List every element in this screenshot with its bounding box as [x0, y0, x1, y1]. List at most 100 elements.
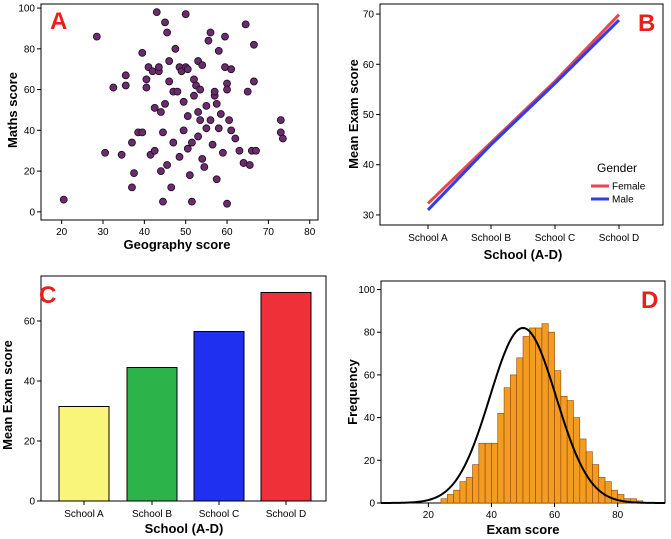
- y-tick-label: 40: [363, 160, 375, 171]
- y-tick-label: 100: [358, 285, 375, 296]
- y-tick-label: 20: [364, 456, 376, 467]
- histogram-bar: [566, 400, 574, 504]
- scatter-point: [245, 161, 254, 169]
- scatter-point: [163, 161, 171, 169]
- panel-d-histogram: 0 20 40 60 80 100 20 40 60 80 D Exam score Frequ…: [345, 280, 666, 537]
- scatter-point: [190, 91, 198, 100]
- scatter-point: [223, 199, 231, 208]
- histogram-bar: [516, 357, 524, 504]
- scatter-point: [241, 20, 250, 29]
- panel-a-plot-area: [40, 3, 319, 221]
- scatter-point: [200, 163, 209, 171]
- x-tick-label: School C: [199, 509, 240, 520]
- scatter-point: [227, 65, 236, 74]
- panel-c-y-ticks: 0 20 40 60: [24, 317, 41, 508]
- scatter-point: [221, 32, 229, 41]
- panel-c-bar-chart: 0 20 40 60 School A School B School C School D…: [0, 275, 327, 536]
- scatter-point: [121, 71, 130, 80]
- scatter-point: [188, 197, 196, 206]
- scatter-point: [156, 167, 165, 175]
- x-tick-label: 50: [180, 227, 192, 238]
- scatter-point: [159, 128, 167, 137]
- series-line-male: [426, 19, 621, 211]
- histogram-bar: [510, 374, 517, 504]
- scatter-point: [109, 83, 118, 92]
- panel-a-x-label: Geography score: [124, 237, 231, 252]
- scatter-point: [138, 128, 147, 137]
- scatter-point: [210, 87, 219, 96]
- scatter-point: [235, 146, 244, 155]
- scatter-point: [167, 183, 176, 192]
- scatter-point: [179, 126, 188, 135]
- x-tick-label: 60: [549, 510, 561, 521]
- y-tick-label: 80: [364, 328, 376, 339]
- scatter-point: [212, 99, 221, 108]
- panel-a-letter: A: [50, 8, 67, 35]
- x-tick-label: 40: [486, 510, 498, 521]
- panel-b-letter: B: [638, 10, 655, 37]
- scatter-point: [161, 99, 169, 108]
- histogram-bar: [440, 498, 448, 504]
- scatter-point: [231, 134, 240, 143]
- scatter-point: [183, 65, 192, 74]
- y-tick-label: 0: [29, 497, 35, 508]
- scatter-point: [183, 112, 192, 120]
- scatter-point: [194, 108, 203, 116]
- x-tick-label: 80: [304, 227, 316, 238]
- bar-school-d: [260, 292, 312, 502]
- scatter-point: [185, 171, 194, 180]
- scatter-point: [142, 75, 151, 84]
- histogram-bar: [547, 331, 555, 504]
- panel-c-y-label: Mean Exam score: [0, 340, 15, 450]
- scatter-point: [188, 138, 196, 147]
- y-tick-label: 20: [24, 167, 36, 178]
- bar-school-c: [193, 331, 245, 502]
- panel-c-bars: [58, 292, 312, 502]
- scatter-point: [175, 152, 184, 161]
- panel-a-scatter: 20 30 40 50 60 70 80 0 20 40 60 80 100 A Geography …: [5, 3, 319, 252]
- histogram-bar: [484, 442, 492, 504]
- scatter-point: [216, 110, 225, 118]
- panel-a-points: [59, 8, 287, 208]
- scatter-point: [101, 148, 109, 157]
- scatter-point: [227, 126, 236, 135]
- y-tick-label: 30: [363, 210, 375, 221]
- legend-label-male: Male: [612, 195, 634, 206]
- panel-a-x-ticks: 20 30 40 50 60 70 80: [56, 220, 316, 238]
- x-tick-label: 30: [97, 227, 109, 238]
- scatter-point: [212, 175, 221, 184]
- scatter-point: [202, 124, 211, 133]
- x-tick-label: 60: [221, 227, 233, 238]
- y-tick-label: 20: [24, 437, 36, 448]
- scatter-point: [181, 10, 190, 19]
- legend-label-female: Female: [612, 182, 646, 193]
- scatter-point: [161, 18, 169, 27]
- histogram-bar: [554, 370, 562, 504]
- scatter-point: [117, 150, 126, 159]
- panel-b-x-label: School (A-D): [484, 247, 563, 262]
- x-tick-label: 80: [612, 510, 624, 521]
- panel-d-letter: D: [641, 287, 658, 314]
- panel-a-y-label: Maths score: [5, 72, 20, 148]
- scatter-point: [142, 83, 151, 92]
- panel-a-y-ticks: 0 20 40 60 80 100: [18, 4, 41, 218]
- scatter-point: [252, 146, 260, 155]
- scatter-point: [138, 49, 147, 57]
- histogram-bar: [459, 481, 467, 504]
- panel-c-x-ticks: School A School B School C School D: [64, 501, 306, 520]
- scatter-point: [243, 87, 252, 96]
- bar-school-a: [58, 406, 110, 502]
- scatter-point: [196, 85, 205, 94]
- scatter-point: [202, 101, 211, 110]
- panel-b-y-label: Mean Exam score: [346, 59, 361, 169]
- panel-b-legend-title: Gender: [597, 161, 637, 175]
- panel-b-legend: Female Male: [591, 182, 646, 206]
- scatter-point: [150, 104, 159, 112]
- x-tick-label: School C: [535, 233, 576, 244]
- scatter-point: [196, 116, 205, 125]
- scatter-point: [219, 148, 227, 157]
- x-tick-label: 20: [423, 510, 435, 521]
- histogram-bar: [541, 323, 549, 504]
- scatter-point: [183, 144, 192, 153]
